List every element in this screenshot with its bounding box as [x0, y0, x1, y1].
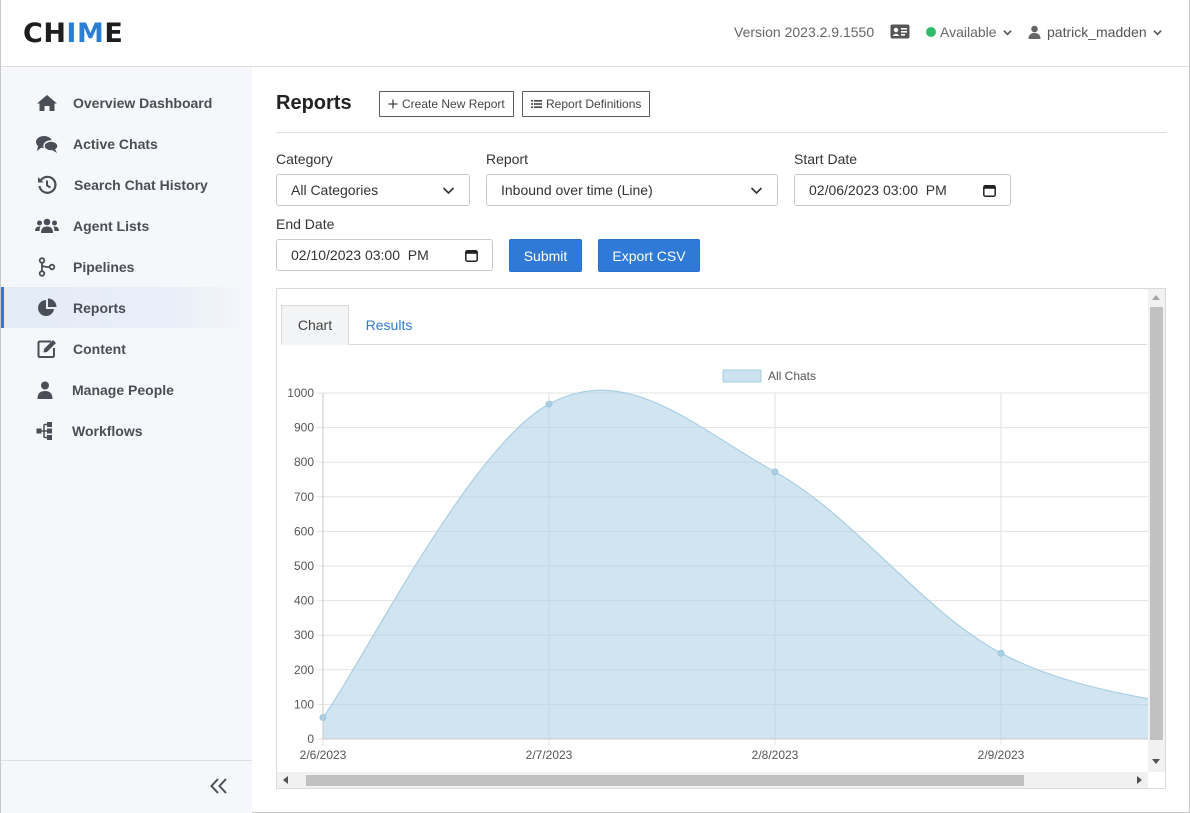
scroll-up-icon[interactable]: [1152, 295, 1160, 300]
y-tick-label: 100: [294, 697, 314, 711]
y-tick-label: 900: [294, 421, 314, 435]
category-label: Category: [276, 151, 333, 167]
vertical-scrollbar[interactable]: [1148, 289, 1165, 772]
y-tick-label: 400: [294, 594, 314, 608]
end-date-label: End Date: [276, 216, 335, 232]
sidebar-item-workflows[interactable]: Workflows: [1, 410, 252, 451]
branch-icon: [35, 256, 59, 277]
user-icon: [1028, 25, 1041, 39]
y-tick-label: 0: [307, 732, 314, 746]
sidebar-item-search-chat-history[interactable]: Search Chat History: [1, 164, 252, 205]
series-area-fill: [323, 390, 1148, 739]
user-menu[interactable]: patrick_madden: [1028, 24, 1162, 40]
header-divider: [276, 132, 1166, 133]
data-point[interactable]: [545, 400, 553, 408]
x-tick-label: 2/8/2023: [752, 748, 799, 762]
scroll-right-icon[interactable]: [1137, 776, 1142, 784]
user-icon: [33, 380, 57, 400]
sitemap-icon: [33, 421, 57, 441]
chevron-down-icon: [750, 187, 763, 195]
start-date-label: Start Date: [794, 151, 858, 167]
export-csv-button[interactable]: Export CSV: [598, 239, 700, 272]
sidebar-item-reports[interactable]: Reports: [1, 287, 252, 328]
legend-label[interactable]: All Chats: [768, 369, 816, 383]
sidebar: Overview Dashboard Active Chats Search C…: [1, 67, 252, 813]
sidebar-item-agent-lists[interactable]: Agent Lists: [1, 205, 252, 246]
report-tabs: Chart Results: [281, 305, 1147, 345]
tab-chart[interactable]: Chart: [281, 305, 349, 345]
page-title: Reports: [276, 92, 352, 114]
submit-button[interactable]: Submit: [509, 239, 582, 272]
vertical-scrollbar-thumb[interactable]: [1150, 307, 1163, 740]
version-label: Version 2023.2.9.1550: [734, 24, 875, 40]
category-select[interactable]: All Categories: [276, 174, 470, 206]
report-definitions-button[interactable]: Report Definitions: [522, 91, 651, 117]
end-date-input[interactable]: 02/10/2023 03:00 PM: [276, 239, 493, 271]
plus-icon: [388, 99, 398, 109]
scroll-left-icon[interactable]: [283, 776, 288, 784]
series-line: [322, 389, 1148, 718]
x-tick-label: 2/6/2023: [300, 748, 347, 762]
legend-swatch: [722, 369, 762, 383]
sidebar-item-content[interactable]: Content: [1, 328, 252, 369]
y-tick-label: 200: [294, 663, 314, 677]
history-icon: [35, 175, 59, 195]
sidebar-item-overview-dashboard[interactable]: Overview Dashboard: [1, 82, 252, 123]
chat-bubbles-icon: [35, 134, 59, 154]
horizontal-scrollbar[interactable]: [277, 772, 1148, 788]
chart-area-layer: [319, 389, 1148, 739]
calendar-icon[interactable]: [465, 249, 478, 262]
y-tick-label: 600: [294, 524, 314, 538]
y-tick-label: 300: [294, 628, 314, 642]
y-tick-label: 800: [294, 455, 314, 469]
tab-results[interactable]: Results: [365, 317, 413, 333]
status-dot-icon: [926, 27, 936, 37]
app-header: CHIME Version 2023.2.9.1550 Available pa…: [1, 0, 1189, 67]
chart-axes: 0 100 200 300 400 500 600 700 800 900 1000 2/6/2023…: [287, 386, 1148, 762]
sidebar-item-manage-people[interactable]: Manage People: [1, 369, 252, 410]
sidebar-footer: [1, 760, 252, 813]
start-date-input[interactable]: 02/06/2023 03:00 PM: [794, 174, 1011, 206]
y-tick-label: 700: [294, 490, 314, 504]
horizontal-scrollbar-thumb[interactable]: [306, 775, 1024, 786]
report-label: Report: [486, 151, 529, 167]
calendar-icon[interactable]: [983, 184, 996, 197]
username-label: patrick_madden: [1047, 24, 1147, 40]
chevron-down-icon: [1002, 29, 1012, 35]
chime-logo[interactable]: CHIME: [23, 18, 124, 49]
scroll-down-icon[interactable]: [1152, 759, 1160, 764]
chevron-down-icon: [1152, 29, 1162, 35]
data-point[interactable]: [771, 468, 779, 476]
users-icon: [35, 216, 59, 236]
x-tick-label: 2/9/2023: [978, 748, 1025, 762]
y-tick-label: 1000: [287, 386, 314, 400]
pie-chart-icon: [35, 298, 59, 318]
report-select[interactable]: Inbound over time (Line): [486, 174, 778, 206]
list-icon: [531, 100, 542, 108]
create-new-report-button[interactable]: Create New Report: [379, 91, 514, 117]
chart-legend[interactable]: All Chats: [722, 369, 816, 383]
line-chart: 0 100 200 300 400 500 600 700 800 900 1000 2/6/2023…: [287, 369, 1148, 762]
id-card-icon[interactable]: [890, 24, 910, 39]
y-tick-label: 500: [294, 559, 314, 573]
x-tick-label: 2/7/2023: [526, 748, 573, 762]
data-point[interactable]: [997, 649, 1005, 657]
double-chevron-left-icon[interactable]: [210, 778, 228, 794]
home-icon: [35, 93, 59, 113]
sidebar-item-pipelines[interactable]: Pipelines: [1, 246, 252, 287]
chevron-down-icon: [442, 187, 455, 195]
sidebar-item-active-chats[interactable]: Active Chats: [1, 123, 252, 164]
status-label: Available: [940, 24, 997, 40]
availability-dropdown[interactable]: Available: [926, 24, 1012, 40]
edit-icon: [35, 339, 59, 359]
report-panel: Chart Results 0 100 200 300 400 500 600 700 800 9…: [276, 288, 1166, 789]
